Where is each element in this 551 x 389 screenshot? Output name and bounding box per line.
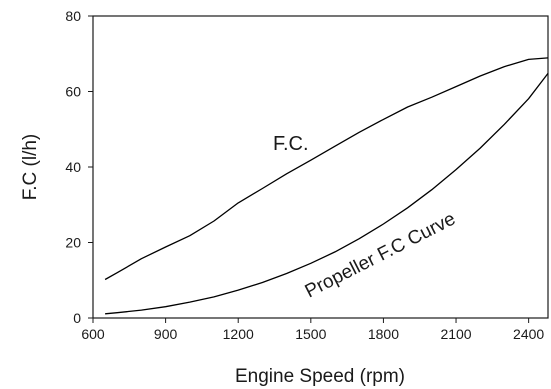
x-tick-label: 2400 [513,326,544,342]
plot-frame [92,15,549,319]
y-tick-label: 20 [65,235,81,251]
x-tick-label: 1500 [295,326,326,342]
x-tick-label: 900 [154,326,178,342]
x-tick-label: 1200 [223,326,254,342]
x-tick-label: 1800 [368,326,399,342]
annotation-fc: F.C. [273,133,309,155]
y-axis-title: F.C (l/h) [20,134,41,201]
x-tick-label: 2100 [440,326,471,342]
x-tick-label: 600 [81,326,105,342]
y-tick-label: 0 [73,310,81,326]
series-line-1 [105,73,549,315]
x-axis-title: Engine Speed (rpm) [235,366,405,387]
series-line-0 [104,57,549,281]
axis-ticks: 600 900 1200 1500 1800 2100 2400 0 20 40 60 80 [65,8,544,342]
annotation-propeller-fc-curve: Propeller F.C Curve [302,208,459,302]
y-tick-label: 60 [65,84,81,100]
y-tick-label: 40 [65,159,81,175]
series-layer [104,57,549,315]
y-tick-label: 80 [65,8,81,24]
